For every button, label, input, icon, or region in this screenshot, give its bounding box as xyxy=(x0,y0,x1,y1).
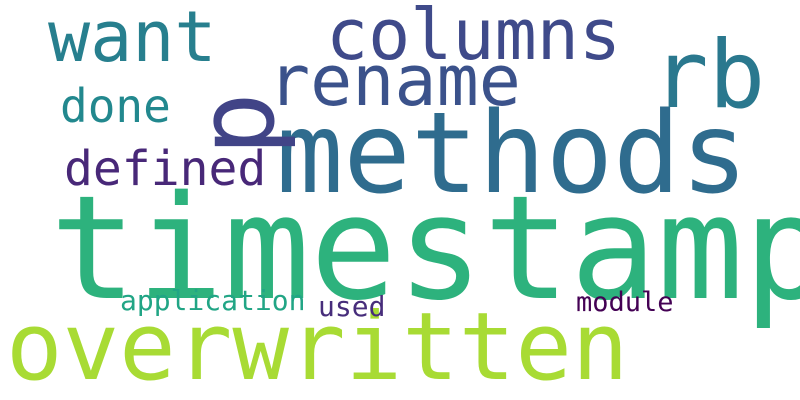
word-rename: rename xyxy=(268,40,521,122)
word-defined: defined xyxy=(64,141,267,197)
word-methods: methods xyxy=(276,89,749,219)
word-want: want xyxy=(48,0,217,78)
word-done: done xyxy=(60,79,171,133)
word-used: used xyxy=(318,290,386,323)
word-columns: columns xyxy=(326,0,622,76)
word-timestamp: timestamp xyxy=(50,164,800,332)
word-p: p xyxy=(175,92,298,156)
word-application: application xyxy=(120,284,306,317)
word-overwritten: overwritten xyxy=(6,293,629,400)
word-rb: rb xyxy=(652,21,766,130)
word-module: module xyxy=(576,287,674,318)
